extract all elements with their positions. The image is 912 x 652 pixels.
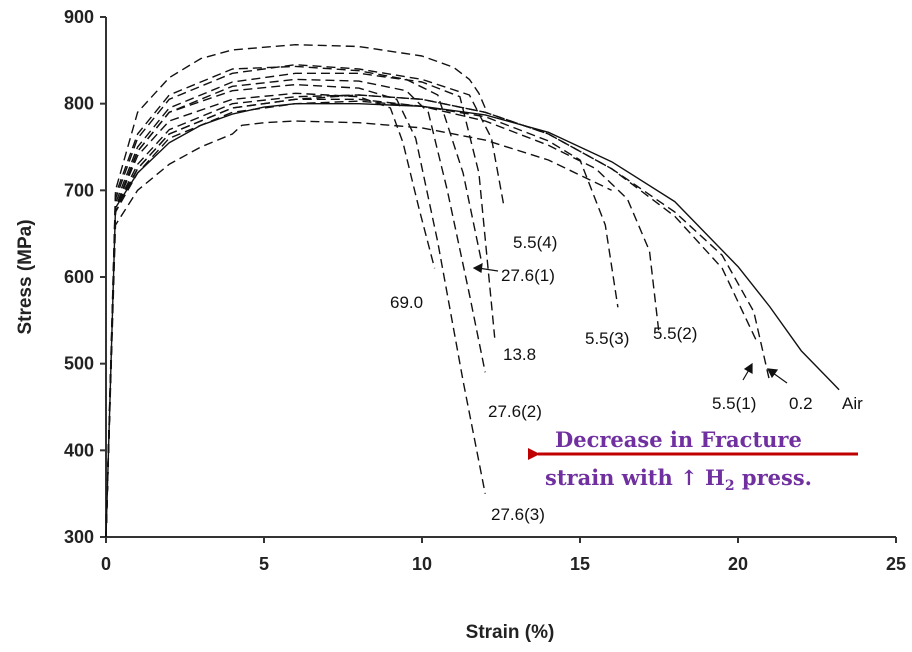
y-tick-label: 500 [64,354,94,374]
label-0-2: 0.2 [789,394,813,413]
y-tick-label: 300 [64,527,94,547]
series-curve-69-0 [105,92,436,538]
series-curve-5-5-4 [105,64,505,538]
y-tick-label: 400 [64,440,94,460]
series-curve-unlabeled-11 [105,44,486,538]
series-curve-unlabeled-12 [105,120,612,538]
label-5-5-3: 5.5(3) [585,329,629,348]
label-5-5-2: 5.5(2) [653,324,697,343]
annotation-line-1: Decrease in Fracture [555,427,802,452]
series-curve-0-2 [105,94,771,538]
x-tick-label: 15 [570,554,590,574]
series-curve-air [105,103,840,538]
pointer-0-2 [772,372,788,384]
pointer-5-5-1-head [743,362,753,375]
label-pointers [472,262,788,384]
label-27-6-2: 27.6(2) [488,402,542,421]
x-ticks: 0 5 10 15 20 25 [101,537,906,574]
label-27-6-3: 27.6(3) [491,505,545,524]
y-tick-label: 600 [64,267,94,287]
series-curve-5-5-2 [105,98,660,538]
series-curve-5-5-3 [105,100,619,538]
pointer-27-6-1-head [472,262,483,273]
annotation-line-2-main: strain with ↑ H [545,465,725,490]
x-tick-label: 5 [259,554,269,574]
label-69-0: 69.0 [390,293,423,312]
label-5-5-1: 5.5(1) [712,394,756,413]
y-tick-label: 900 [64,7,94,27]
label-27-6-1: 27.6(1) [501,266,555,285]
series-curve-27-6-1 [105,65,483,538]
x-tick-label: 0 [101,554,111,574]
x-tick-label: 10 [412,554,432,574]
series-curve-13-8 [105,72,496,538]
pointer-0-2-head [766,368,779,379]
y-tick-label: 800 [64,94,94,114]
label-air: Air [842,394,863,413]
annotation-subscript: 2 [725,478,735,494]
label-5-5-4: 5.5(4) [513,233,557,252]
y-ticks: 300 400 500 600 700 800 900 [64,7,106,547]
annotation-line-2-suffix: press. [735,465,812,490]
label-13-8: 13.8 [503,345,536,364]
series-curve-27-6-3 [105,83,486,538]
x-tick-label: 20 [728,554,748,574]
x-axis-title: Strain (%) [466,622,555,643]
x-tick-label: 25 [886,554,906,574]
series-curves [105,44,840,538]
series-labels: 5.5(4) 27.6(1) 69.0 5.5(3) 5.5(2) 13.8 5… [390,233,863,524]
y-tick-label: 700 [64,180,94,200]
annotation-line-2: strain with ↑ H2 press. [545,465,812,494]
y-axis-title: Stress (MPa) [15,219,36,334]
